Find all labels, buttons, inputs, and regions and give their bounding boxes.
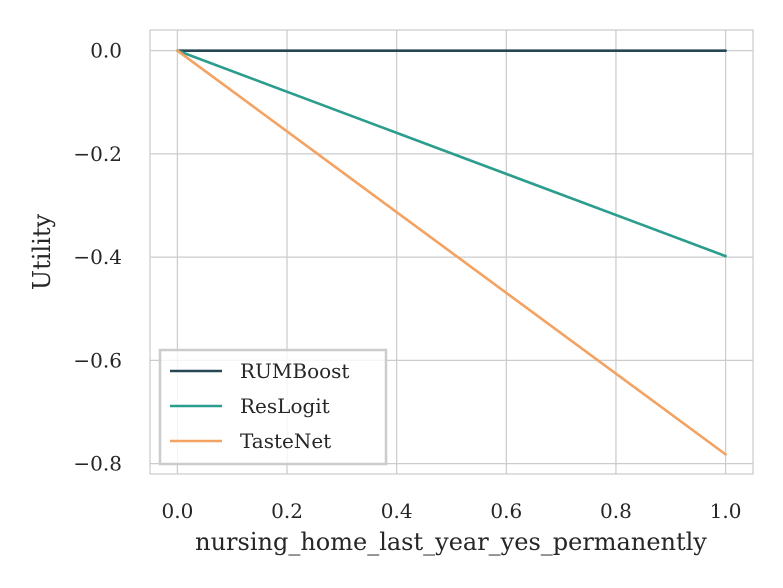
y-axis-label: Utility (28, 214, 56, 291)
x-tick-label: 0.4 (381, 499, 413, 523)
legend: RUMBoost ResLogit TasteNet (158, 348, 388, 466)
x-tick-label: 0.6 (490, 499, 522, 523)
series-line-tastenet (176, 49, 727, 456)
x-tick-label: 0.0 (162, 499, 194, 523)
series-line-reslogit (176, 49, 727, 258)
y-tick-label: −0.6 (73, 348, 122, 372)
y-tick-label: −0.8 (73, 452, 122, 476)
y-tick-label: −0.2 (73, 142, 122, 166)
legend-label-rumboost: RUMBoost (240, 359, 349, 383)
y-tick-label: −0.4 (73, 245, 122, 269)
x-axis-ticks: 0.0 0.2 0.4 0.6 0.8 1.0 (162, 499, 742, 523)
series-lines (176, 49, 727, 456)
x-axis-label: nursing_home_last_year_yes_permanently (195, 528, 707, 556)
x-tick-label: 0.8 (600, 499, 632, 523)
legend-label-reslogit: ResLogit (240, 394, 330, 418)
y-axis-ticks: 0.0 −0.2 −0.4 −0.6 −0.8 (73, 39, 122, 476)
y-tick-label: 0.0 (90, 39, 122, 63)
x-tick-label: 0.2 (271, 499, 303, 523)
legend-label-tastenet: TasteNet (240, 429, 331, 453)
x-tick-label: 1.0 (710, 499, 742, 523)
